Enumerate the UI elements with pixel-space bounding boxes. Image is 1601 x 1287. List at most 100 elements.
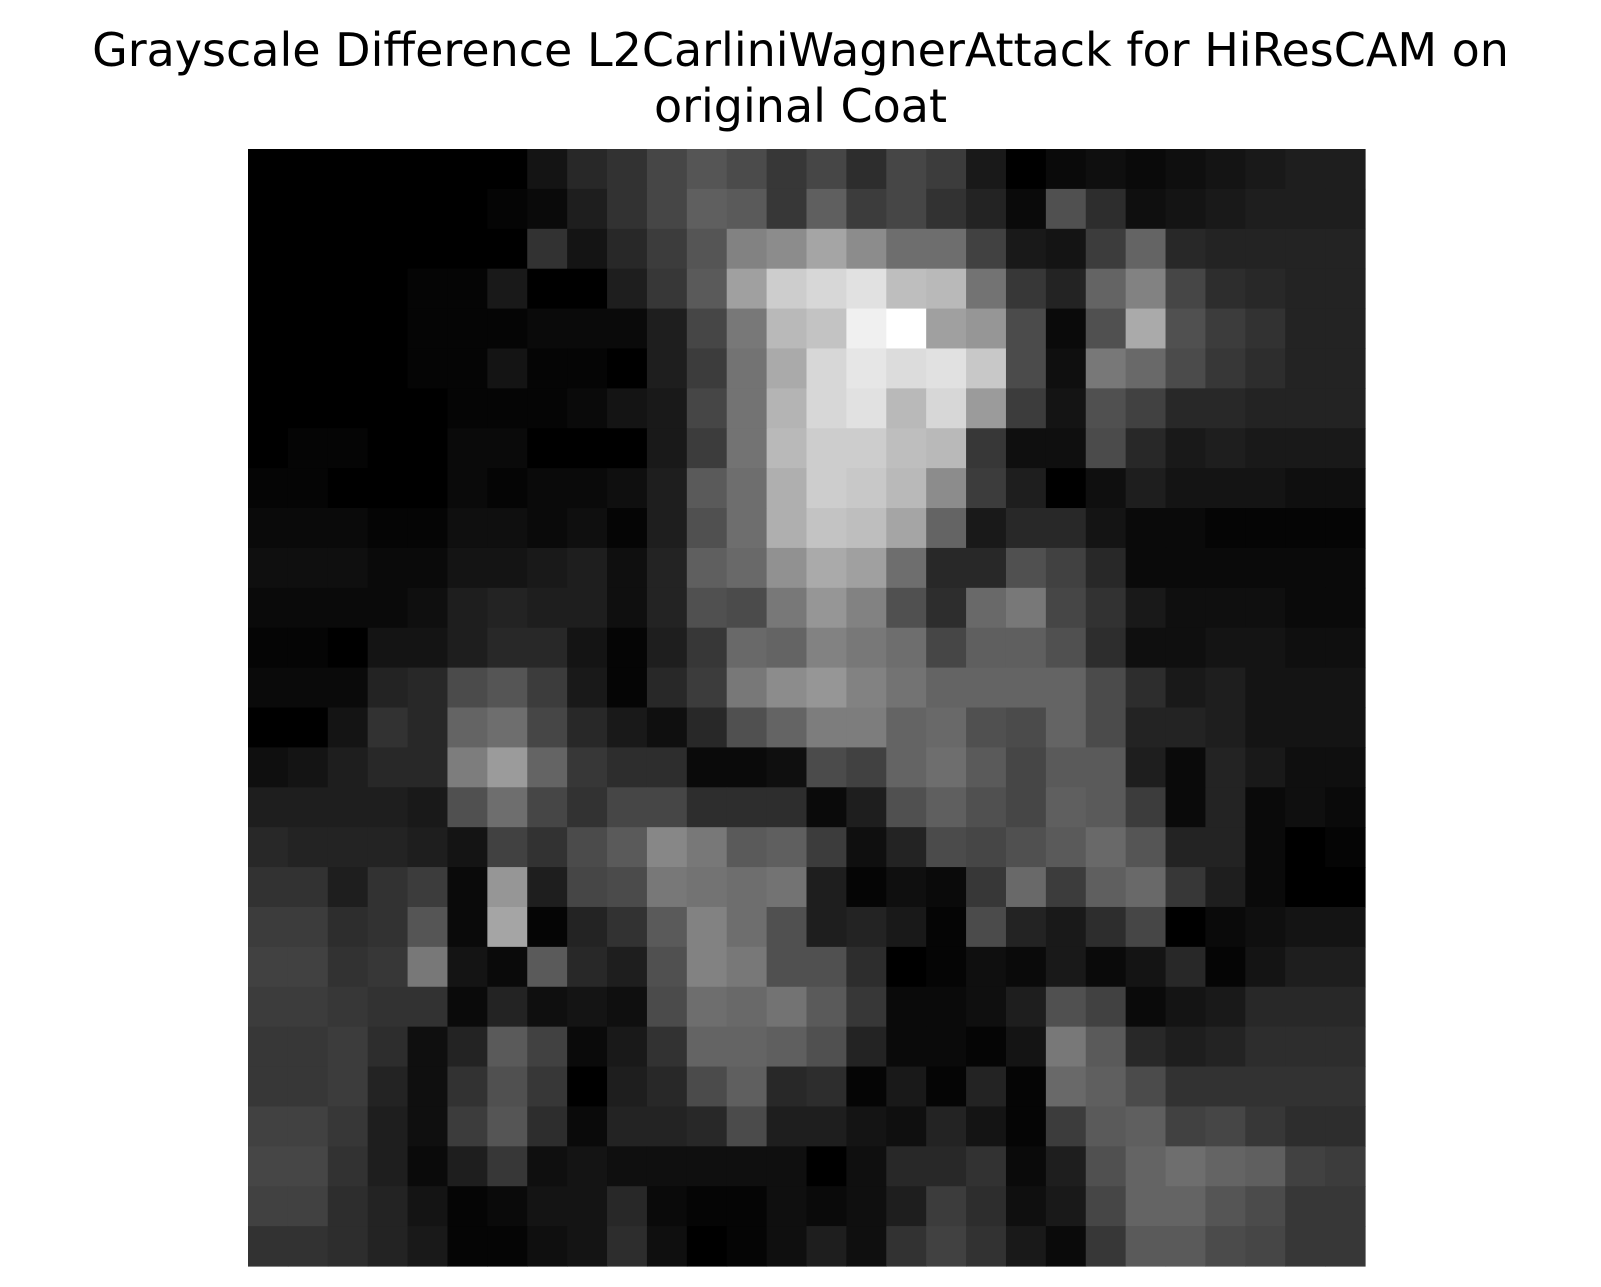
heatmap-cell (327, 787, 369, 828)
heatmap-cell (926, 547, 967, 589)
heatmap-cell (287, 228, 329, 270)
heatmap-cell (1285, 149, 1326, 190)
heatmap-cell (1005, 268, 1047, 310)
heatmap-cell (886, 1066, 927, 1108)
heatmap-cell (846, 1226, 887, 1267)
heatmap-cell (1085, 268, 1127, 310)
heatmap-cell (726, 228, 768, 270)
heatmap-cell (567, 1066, 608, 1108)
heatmap-cell (367, 508, 409, 549)
heatmap-cell (646, 986, 688, 1028)
heatmap-cell (487, 348, 528, 389)
heatmap-cell (1045, 986, 1087, 1028)
heatmap-cell (567, 747, 608, 788)
heatmap-cell (1205, 388, 1246, 429)
heatmap-cell (1325, 508, 1366, 549)
heatmap-cell (1045, 547, 1087, 589)
heatmap-cell (886, 587, 927, 629)
heatmap-cell (686, 388, 728, 429)
heatmap-cell (1005, 428, 1047, 469)
heatmap-cell (726, 149, 768, 190)
heatmap-cell (607, 468, 648, 509)
heatmap-cell (806, 1066, 847, 1108)
heatmap-cell (567, 1186, 608, 1227)
heatmap-cell (527, 587, 568, 629)
heatmap-cell (686, 1106, 728, 1147)
heatmap-cell (607, 388, 648, 429)
heatmap-cell (1005, 1146, 1047, 1187)
heatmap-cell (686, 1186, 728, 1227)
heatmap-cell (726, 667, 768, 709)
heatmap-cell (1045, 747, 1087, 788)
heatmap-cell (367, 188, 409, 230)
heatmap-cell (1005, 867, 1047, 908)
heatmap-cell (248, 867, 289, 908)
heatmap-cell (686, 547, 728, 589)
heatmap-cell (926, 827, 967, 868)
heatmap-cell (407, 428, 449, 469)
heatmap-cell (646, 1066, 688, 1108)
heatmap-cell (646, 308, 688, 350)
heatmap-cell (1045, 348, 1087, 389)
heatmap-cell (607, 827, 648, 868)
heatmap-cell (1245, 1186, 1286, 1227)
heatmap-cell (766, 986, 808, 1028)
heatmap-cell (487, 906, 528, 948)
heatmap-cell (407, 1146, 449, 1187)
heatmap-cell (567, 867, 608, 908)
heatmap-cell (527, 468, 568, 509)
heatmap-cell (1045, 946, 1087, 988)
heatmap-cell (1325, 986, 1366, 1028)
heatmap-cell (1125, 787, 1167, 828)
heatmap-cell (248, 946, 289, 988)
heatmap-cell (726, 627, 768, 669)
heatmap-cell (966, 787, 1007, 828)
heatmap-cell (846, 149, 887, 190)
heatmap-cell (447, 906, 488, 948)
heatmap-cell (1205, 508, 1246, 549)
heatmap-cell (926, 428, 967, 469)
heatmap-cell (886, 547, 927, 589)
heatmap-cell (646, 867, 688, 908)
heatmap-cell (487, 1106, 528, 1147)
heatmap-cell (367, 1066, 409, 1108)
heatmap-cell (367, 587, 409, 629)
heatmap-cell (1245, 468, 1286, 509)
heatmap-cell (1205, 188, 1246, 230)
heatmap-cell (1285, 787, 1326, 828)
heatmap-cell (287, 547, 329, 589)
heatmap-cell (447, 946, 488, 988)
heatmap-cell (926, 867, 967, 908)
heatmap-cell (367, 268, 409, 310)
heatmap-cell (567, 707, 608, 748)
heatmap-cell (886, 667, 927, 709)
heatmap-cell (686, 627, 728, 669)
heatmap-cell (487, 627, 528, 669)
heatmap-cell (407, 1106, 449, 1147)
heatmap-cell (806, 228, 847, 270)
heatmap-cell (1165, 787, 1207, 828)
heatmap-cell (1325, 1226, 1366, 1267)
heatmap-cell (846, 787, 887, 828)
heatmap-cell (407, 149, 449, 190)
heatmap-cell (646, 547, 688, 589)
heatmap-cell (1085, 188, 1127, 230)
heatmap-cell (726, 867, 768, 908)
heatmap-cell (1085, 468, 1127, 509)
heatmap-cell (846, 1106, 887, 1147)
heatmap-cell (1205, 667, 1246, 709)
heatmap-cell (886, 787, 927, 828)
heatmap-cell (726, 1106, 768, 1147)
heatmap-cell (1245, 268, 1286, 310)
heatmap-cell (806, 268, 847, 310)
heatmap-cell (367, 1186, 409, 1227)
heatmap-cell (806, 587, 847, 629)
heatmap-cell (686, 707, 728, 748)
heatmap-cell (248, 707, 289, 748)
heatmap-cell (407, 747, 449, 788)
heatmap-cell (846, 747, 887, 788)
heatmap-cell (1205, 747, 1246, 788)
heatmap-cell (367, 827, 409, 868)
heatmap-cell (327, 827, 369, 868)
heatmap-cell (287, 986, 329, 1028)
